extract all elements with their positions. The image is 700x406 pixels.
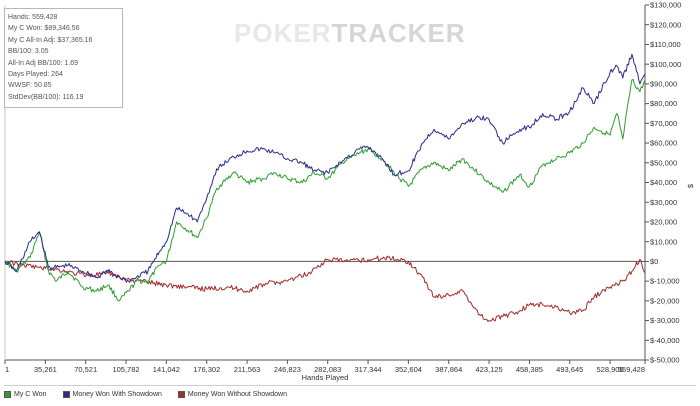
x-tick-label: 352,604 — [395, 365, 422, 374]
chart-canvas: $-50,000 $-40,000 $-30,000 $-20,000 $-10,000… — [4, 1, 695, 382]
x-tick-label: 246,823 — [274, 365, 301, 374]
y-tick-label: $130,000 — [650, 1, 681, 10]
axes: $-50,000 $-40,000 $-30,000 $-20,000 $-10,000… — [4, 1, 681, 374]
series-line-won-with-showdown — [4, 53, 646, 283]
stat-won: My C Won: $89,346.56 — [8, 25, 80, 33]
y-tick-label: $-20,000 — [650, 296, 680, 305]
x-tick-label: 387,864 — [435, 365, 462, 374]
x-tick-label: 211,563 — [234, 365, 261, 374]
x-tick-label: 528,906 — [597, 365, 624, 374]
y-tick-label: $10,000 — [650, 237, 677, 246]
watermark-part2: TRACKER — [331, 18, 466, 48]
y-tick-label: $120,000 — [650, 20, 681, 29]
legend-label: Money Won With Showdown — [72, 391, 162, 398]
x-tick-label: 493,645 — [556, 365, 583, 374]
x-tick-label: 70,521 — [74, 365, 97, 374]
y-tick-label: $80,000 — [650, 99, 677, 108]
legend-label: Money Won Without Showdown — [187, 391, 287, 398]
stat-allin-adj: My C All-In Adj: $37,365.16 — [8, 36, 93, 44]
stats-box: Hands: 559,428 My C Won: $89,346.56 My C… — [4, 8, 123, 108]
stat-allin-bb100: All-In Adj BB/100: 1.69 — [8, 59, 79, 67]
y-tick-label: $-50,000 — [650, 356, 680, 365]
x-axis-label: Hands Played — [302, 373, 349, 382]
y-axis-label: $ — [686, 183, 695, 188]
stat-hands: Hands: 559,428 — [8, 14, 58, 21]
x-tick-label: 458,385 — [516, 365, 543, 374]
y-tick-label: $70,000 — [650, 119, 677, 128]
y-tick-label: $0 — [650, 257, 658, 266]
y-tick-label: $50,000 — [650, 158, 677, 167]
y-tick-label: $20,000 — [650, 218, 677, 227]
watermark-part1: POKER — [234, 18, 332, 48]
legend-label: My C Won — [14, 391, 47, 398]
legend-item-my-c-won[interactable]: My C Won — [4, 391, 47, 398]
stat-days-played: Days Played: 264 — [8, 71, 63, 79]
stat-stddev: StdDev(BB/100): 116.19 — [8, 93, 84, 101]
x-tick-label: 559,428 — [618, 365, 645, 374]
series-line-my-c-won — [4, 78, 646, 302]
y-tick-label: $90,000 — [650, 79, 677, 88]
series-line-won-without-showdown — [4, 255, 646, 322]
pokertracker-watermark: POKERTRACKER — [234, 18, 466, 49]
y-tick-label: $100,000 — [650, 60, 681, 69]
y-tick-label: $-40,000 — [650, 336, 680, 345]
legend-swatch-green — [4, 391, 11, 398]
legend-swatch-blue — [62, 391, 70, 398]
x-tick-label: 105,782 — [112, 365, 139, 374]
legend-item-nonshowdown[interactable]: Money Won Without Showdown — [177, 391, 287, 398]
stat-wwsf: WWSF: 50.85 — [8, 82, 52, 90]
x-tick-label: 141,042 — [153, 365, 180, 374]
y-tick-label: $30,000 — [650, 198, 677, 207]
x-tick-label: 35,261 — [34, 365, 57, 374]
y-tick-label: $-10,000 — [650, 277, 680, 286]
x-tick-label: 423,125 — [476, 365, 503, 374]
x-tick-label: 1 — [5, 365, 9, 374]
x-tick-label: 282,083 — [314, 365, 341, 374]
legend: My C Won Money Won With Showdown Money W… — [4, 385, 696, 403]
x-tick-label: 317,344 — [354, 365, 381, 374]
y-tick-label: $40,000 — [650, 178, 677, 187]
legend-swatch-red — [177, 391, 185, 398]
y-tick-label: $-30,000 — [650, 316, 680, 325]
stat-bb100: BB/100: 3.05 — [8, 48, 49, 56]
series-lines — [4, 53, 646, 322]
x-tick-label: 176,302 — [193, 365, 220, 374]
y-tick-label: $60,000 — [650, 139, 677, 148]
legend-item-showdown[interactable]: Money Won With Showdown — [62, 391, 162, 398]
y-tick-label: $110,000 — [650, 40, 681, 49]
